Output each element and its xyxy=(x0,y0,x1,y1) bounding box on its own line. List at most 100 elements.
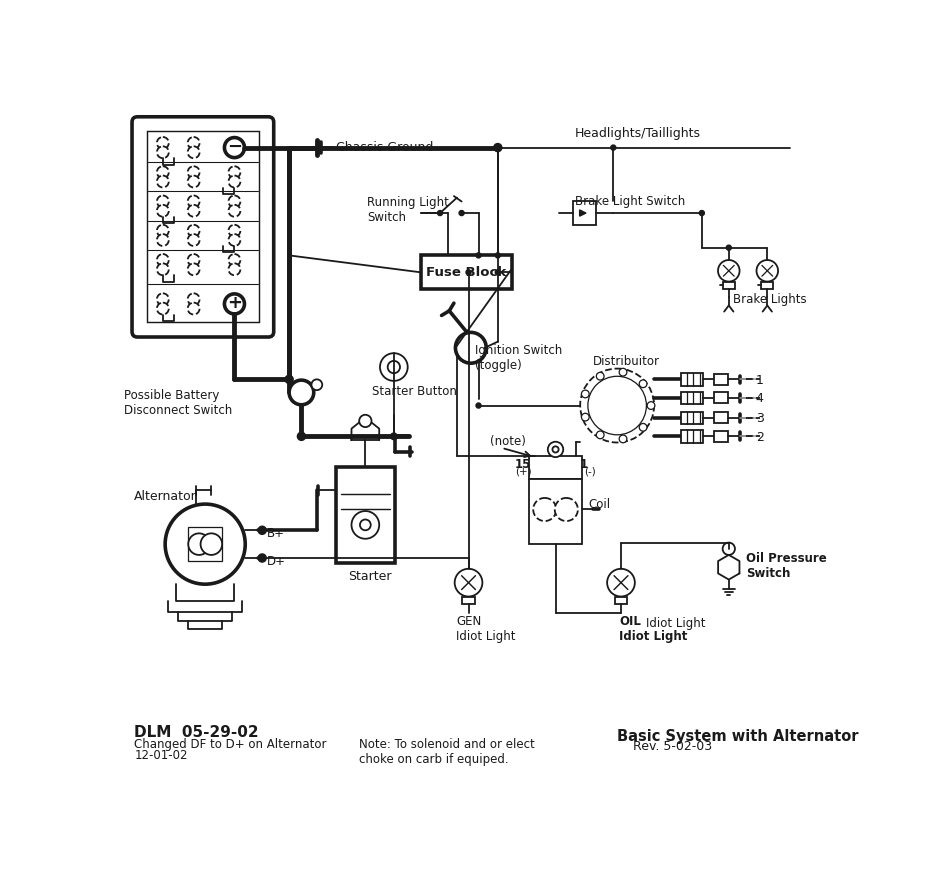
Bar xyxy=(615,596,627,604)
Circle shape xyxy=(494,144,501,152)
Circle shape xyxy=(228,225,240,237)
Circle shape xyxy=(596,431,603,438)
Circle shape xyxy=(379,353,407,381)
Text: B+: B+ xyxy=(266,527,284,540)
Circle shape xyxy=(312,380,322,390)
Circle shape xyxy=(157,293,169,305)
Bar xyxy=(681,431,702,443)
Circle shape xyxy=(157,137,169,149)
Circle shape xyxy=(297,432,305,440)
Text: (-): (-) xyxy=(583,467,595,476)
Circle shape xyxy=(455,332,486,363)
Circle shape xyxy=(228,205,240,217)
Circle shape xyxy=(548,442,563,457)
Circle shape xyxy=(726,246,731,250)
Bar xyxy=(760,282,772,289)
Text: 2: 2 xyxy=(755,431,763,444)
Text: Fuse Block: Fuse Block xyxy=(426,266,506,279)
Text: Starter Button: Starter Button xyxy=(372,385,457,398)
Bar xyxy=(681,374,702,386)
Text: Chassis Ground: Chassis Ground xyxy=(336,141,433,154)
Circle shape xyxy=(224,138,244,158)
Text: +: + xyxy=(227,294,242,312)
Circle shape xyxy=(157,205,169,217)
Circle shape xyxy=(581,390,588,398)
Text: Headlights/Taillights: Headlights/Taillights xyxy=(574,127,700,139)
Text: Running Light
Switch: Running Light Switch xyxy=(366,196,448,225)
Bar xyxy=(336,467,395,563)
FancyBboxPatch shape xyxy=(132,117,274,337)
Text: −: − xyxy=(227,138,242,156)
Text: 15: 15 xyxy=(514,458,531,471)
Circle shape xyxy=(188,196,199,207)
Circle shape xyxy=(289,380,313,405)
Bar xyxy=(528,455,582,479)
Bar xyxy=(146,132,259,323)
Circle shape xyxy=(157,234,169,246)
Circle shape xyxy=(360,519,370,531)
Circle shape xyxy=(157,146,169,158)
Circle shape xyxy=(647,402,654,410)
Circle shape xyxy=(587,376,646,435)
Circle shape xyxy=(188,146,199,158)
Circle shape xyxy=(638,424,647,431)
Circle shape xyxy=(188,263,199,275)
Circle shape xyxy=(391,433,396,439)
Circle shape xyxy=(756,260,777,282)
Circle shape xyxy=(228,175,240,188)
Circle shape xyxy=(285,375,293,383)
Circle shape xyxy=(157,254,169,266)
Circle shape xyxy=(387,360,399,374)
Circle shape xyxy=(581,413,588,421)
Circle shape xyxy=(476,403,480,408)
Circle shape xyxy=(454,569,481,596)
Bar xyxy=(714,392,727,403)
Text: Alternator: Alternator xyxy=(134,490,197,503)
Circle shape xyxy=(722,543,734,555)
Circle shape xyxy=(717,260,739,282)
Bar xyxy=(722,282,734,289)
Text: (note): (note) xyxy=(490,435,526,448)
Circle shape xyxy=(606,569,634,596)
Circle shape xyxy=(699,210,703,216)
Text: GEN
Idiot Light: GEN Idiot Light xyxy=(456,615,515,643)
Text: Basic System with Alternator: Basic System with Alternator xyxy=(616,729,858,744)
Circle shape xyxy=(258,526,266,534)
Bar xyxy=(420,255,511,289)
Circle shape xyxy=(224,294,244,314)
Circle shape xyxy=(200,533,222,555)
Text: Changed DF to D+ on Alternator: Changed DF to D+ on Alternator xyxy=(134,738,327,752)
Circle shape xyxy=(359,415,371,427)
Circle shape xyxy=(228,254,240,266)
Text: Rev. 5-02-03: Rev. 5-02-03 xyxy=(632,740,711,753)
Circle shape xyxy=(157,303,169,315)
Bar xyxy=(714,374,727,385)
Circle shape xyxy=(188,225,199,237)
Bar xyxy=(188,527,222,561)
Text: Note: To solenoid and or elect
choke on carb if equiped.: Note: To solenoid and or elect choke on … xyxy=(359,738,534,766)
Circle shape xyxy=(495,270,499,275)
Circle shape xyxy=(618,368,626,376)
Circle shape xyxy=(611,146,615,150)
Circle shape xyxy=(157,175,169,188)
Circle shape xyxy=(532,498,556,521)
Circle shape xyxy=(157,167,169,178)
Text: Brake Light Switch: Brake Light Switch xyxy=(574,195,684,208)
Circle shape xyxy=(228,167,240,178)
Circle shape xyxy=(437,210,442,216)
Circle shape xyxy=(165,504,244,584)
Bar xyxy=(573,201,596,225)
Circle shape xyxy=(188,205,199,217)
Circle shape xyxy=(157,225,169,237)
Circle shape xyxy=(188,303,199,315)
Circle shape xyxy=(351,511,379,538)
Circle shape xyxy=(188,533,210,555)
Text: 1: 1 xyxy=(579,458,587,471)
Circle shape xyxy=(495,253,499,258)
Circle shape xyxy=(228,263,240,275)
Circle shape xyxy=(638,380,647,388)
Circle shape xyxy=(188,175,199,188)
Text: 1: 1 xyxy=(755,374,763,387)
Circle shape xyxy=(157,263,169,275)
Bar xyxy=(714,412,727,424)
